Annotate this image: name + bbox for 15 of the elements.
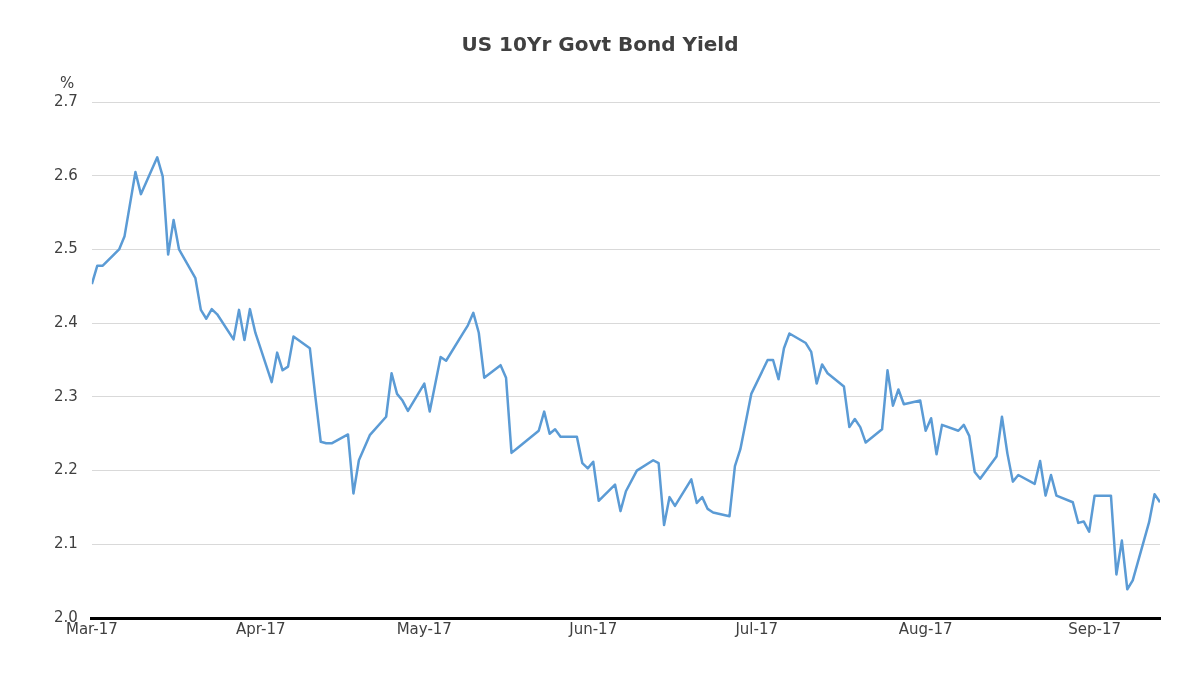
y-tick-label: 2.5 [54, 239, 78, 258]
y-tick-label: 2.1 [54, 534, 78, 553]
y-tick-label: 2.4 [54, 313, 78, 332]
y-tick-label: 2.2 [54, 460, 78, 479]
x-tick-label: Jul-17 [734, 619, 779, 638]
y-axis-title: % [60, 74, 75, 93]
y-tick-label: 2.6 [54, 165, 78, 184]
chart-title: US 10Yr Govt Bond Yield [461, 32, 739, 57]
y-tick-label: 2.7 [54, 91, 78, 110]
x-tick-label: Aug-17 [898, 619, 953, 638]
x-tick-label: Jun-17 [568, 619, 618, 638]
x-tick-label: Apr-17 [236, 619, 286, 638]
y-tick-label: 2.3 [54, 386, 78, 405]
x-tick-label: May-17 [396, 619, 452, 638]
x-tick-label: Sep-17 [1068, 619, 1121, 638]
